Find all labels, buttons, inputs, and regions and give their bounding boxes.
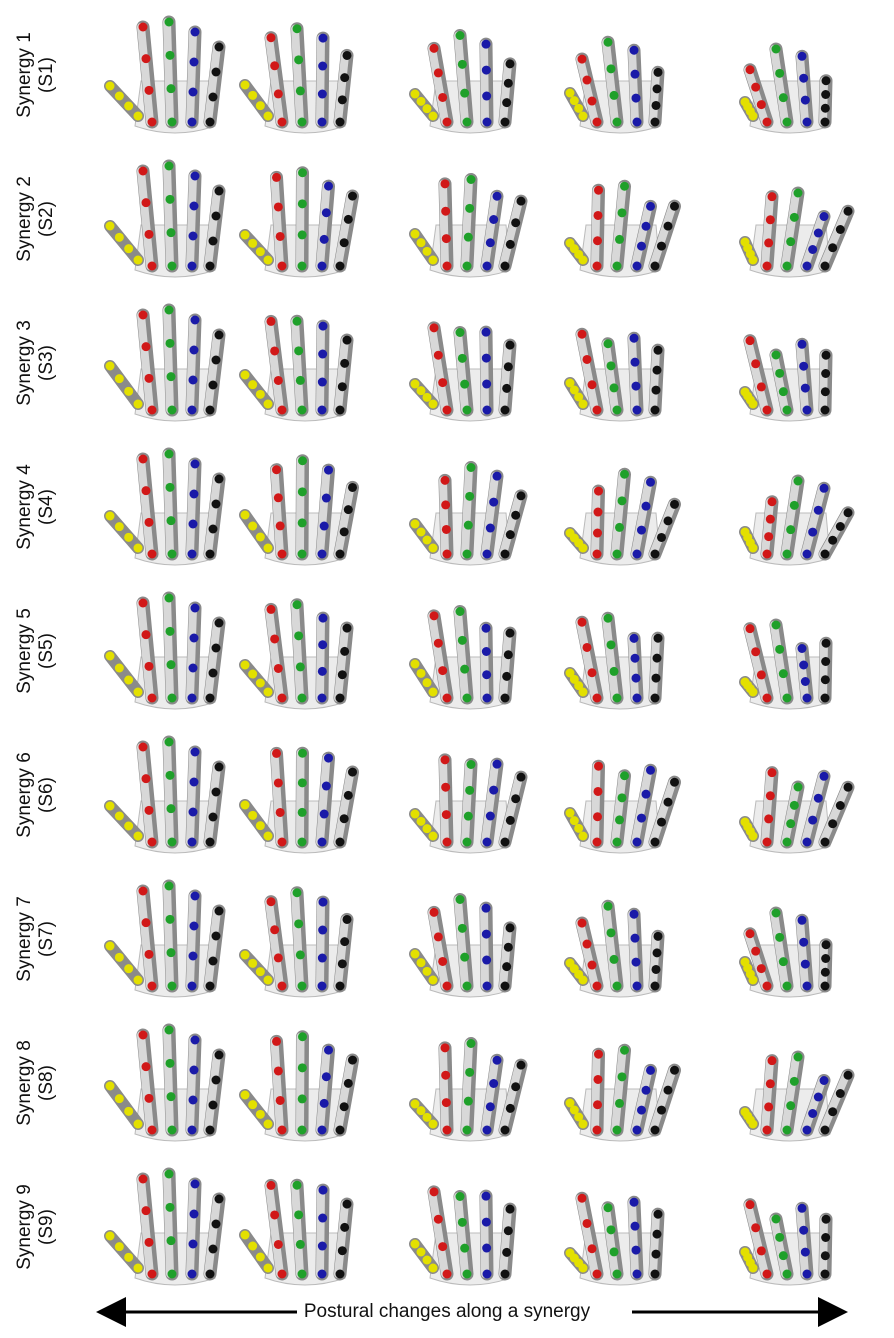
hand-posture-rendering [564, 899, 665, 998]
synergy-row-label: Synergy 6 (S6) [6, 728, 66, 862]
synergy-row-label-text: Synergy 8 (S8) [14, 1040, 58, 1126]
hand-posture-rendering [239, 22, 354, 134]
hand-posture-rendering [239, 746, 359, 854]
synergy-name: Synergy 3 [14, 320, 35, 406]
synergy-row-label-text: Synergy 6 (S6) [14, 752, 58, 838]
hand-posture-rendering [409, 1185, 517, 1286]
synergy-row-label: Synergy 9 (S9) [6, 1160, 66, 1294]
hand-posture-rendering [409, 461, 528, 566]
synergy-code: (S8) [36, 1065, 57, 1101]
hand-posture-rendering [409, 753, 528, 854]
synergy-code: (S2) [36, 201, 57, 237]
synergy-code: (S1) [36, 57, 57, 93]
postural-arrow [96, 1297, 848, 1327]
hand-posture-rendering [564, 1191, 665, 1286]
hand-posture-rendering [739, 1050, 855, 1142]
synergy-code: (S3) [36, 345, 57, 381]
synergy-name: Synergy 7 [14, 896, 35, 982]
synergy-name: Synergy 9 [14, 1184, 35, 1270]
synergy-row-label: Synergy 1 (S1) [6, 8, 66, 142]
hand-posture-rendering [564, 1043, 681, 1142]
hand-posture-rendering [409, 1037, 528, 1142]
synergy-code: (S4) [36, 489, 57, 525]
hand-posture-rendering [409, 173, 528, 278]
footer-axis: Postural changes along a synergy [0, 1295, 894, 1335]
hand-posture-rendering [104, 735, 226, 854]
synergy-row-label: Synergy 3 (S3) [6, 296, 66, 430]
synergy-name: Synergy 5 [14, 608, 35, 694]
synergy-row-label: Synergy 7 (S7) [6, 872, 66, 1006]
hand-posture-rendering [739, 334, 833, 422]
hand-posture-rendering [739, 766, 855, 854]
hand-posture-rendering [239, 314, 354, 422]
hand-posture-rendering [239, 166, 359, 278]
hand-posture-rendering [104, 1023, 226, 1142]
synergy-row-label-text: Synergy 3 (S3) [14, 320, 58, 406]
synergy-name: Synergy 6 [14, 752, 35, 838]
synergy-code: (S7) [36, 921, 57, 957]
hand-posture-rendering [564, 467, 681, 566]
hand-posture-rendering [104, 159, 226, 278]
hand-posture-rendering [409, 893, 517, 998]
synergy-row-label-text: Synergy 1 (S1) [14, 32, 58, 118]
hand-posture-rendering [739, 186, 855, 278]
hand-posture-rendering [239, 1030, 359, 1142]
synergy-name: Synergy 2 [14, 176, 35, 262]
hand-posture-rendering [104, 591, 226, 710]
synergy-code: (S5) [36, 633, 57, 669]
hand-posture-rendering [239, 454, 359, 566]
hand-posture-rendering [104, 1167, 226, 1286]
synergy-row-label-text: Synergy 7 (S7) [14, 896, 58, 982]
hand-posture-rendering [564, 327, 665, 422]
synergy-row-label-text: Synergy 9 (S9) [14, 1184, 58, 1270]
hand-posture-rendering [564, 759, 681, 854]
hand-posture-rendering [739, 42, 833, 134]
hand-posture-rendering [409, 321, 517, 422]
synergy-row-label: Synergy 2 (S2) [6, 152, 66, 286]
hand-posture-rendering [409, 605, 517, 710]
synergy-row-label: Synergy 5 (S5) [6, 584, 66, 718]
synergy-row-label-text: Synergy 4 (S4) [14, 464, 58, 550]
hand-posture-rendering [409, 29, 517, 134]
synergy-name: Synergy 8 [14, 1040, 35, 1126]
synergy-row-label: Synergy 8 (S8) [6, 1016, 66, 1150]
hand-posture-rendering [564, 179, 681, 278]
hand-posture-rendering [239, 598, 354, 710]
hand-posture-rendering [564, 35, 665, 134]
hand-posture-rendering [739, 906, 833, 998]
footer-caption: Postural changes along a synergy [303, 1301, 591, 1322]
hand-posture-rendering [739, 618, 833, 710]
hand-posture-rendering [104, 879, 226, 998]
synergy-code: (S6) [36, 777, 57, 813]
hand-posture-rendering [239, 1178, 354, 1286]
synergy-name: Synergy 4 [14, 464, 35, 550]
synergy-row-label-text: Synergy 2 (S2) [14, 176, 58, 262]
synergy-code: (S9) [36, 1209, 57, 1245]
synergy-row-label: Synergy 4 (S4) [6, 440, 66, 574]
hand-posture-rendering [739, 474, 855, 566]
hand-posture-rendering [104, 447, 226, 566]
hand-posture-rendering [239, 886, 354, 998]
hand-posture-rendering [104, 15, 226, 134]
hand-posture-rendering [739, 1198, 833, 1286]
synergy-row-label-text: Synergy 5 (S5) [14, 608, 58, 694]
synergy-name: Synergy 1 [14, 32, 35, 118]
hand-posture-rendering [104, 303, 226, 422]
hand-posture-rendering [564, 611, 665, 710]
